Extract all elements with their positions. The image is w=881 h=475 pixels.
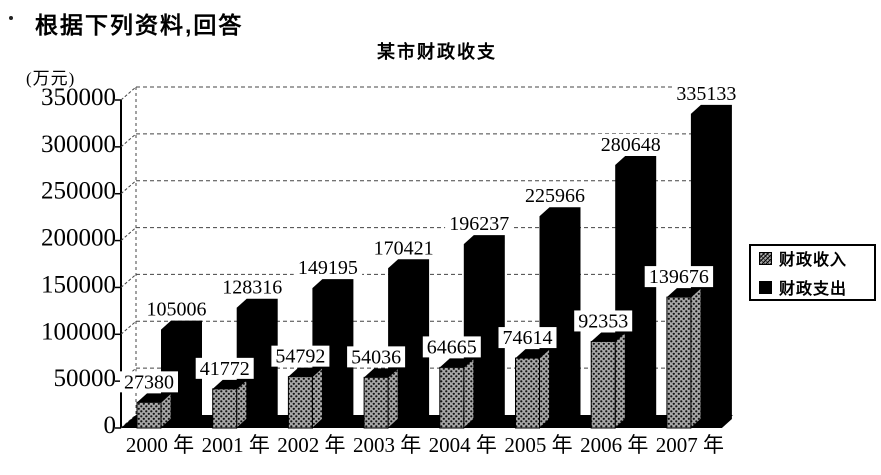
legend-item-revenue: 财政收入 [759, 246, 874, 270]
value-label-revenue-2000: 27380 [120, 371, 178, 393]
expenditure-swatch-icon [759, 280, 772, 294]
value-label-revenue-2005: 74614 [498, 327, 557, 349]
svg-text:92353: 92353 [578, 310, 628, 332]
y-tick-label-350000: 350000 [41, 84, 116, 111]
svg-text:27380: 27380 [124, 371, 174, 393]
bar-revenue-2007 [666, 287, 702, 429]
value-label-revenue-2004: 64665 [422, 336, 481, 358]
bar-revenue-2003 [363, 367, 399, 429]
revenue-swatch-icon [759, 251, 772, 265]
svg-text:128316: 128316 [222, 277, 282, 299]
value-label-expenditure-2001: 128316 [218, 276, 287, 299]
y-tick-label-150000: 150000 [41, 271, 116, 298]
value-label-expenditure-2007: 335133 [672, 82, 741, 105]
legend-item-expenditure: 财政支出 [759, 275, 874, 299]
svg-text:64665: 64665 [427, 336, 477, 358]
y-tick-label-50000: 50000 [54, 365, 117, 392]
y-axis-unit-label: (万元) [26, 69, 76, 88]
x-tick-label-2005: 2005 年 [504, 433, 572, 457]
svg-text:105006: 105006 [147, 299, 207, 321]
left-wall-connector-50000 [120, 367, 137, 382]
value-label-expenditure-2000: 105006 [142, 298, 211, 321]
svg-text:335133: 335133 [676, 83, 736, 105]
svg-text:54036: 54036 [351, 346, 401, 368]
x-tick-label-2002: 2002 年 [277, 433, 345, 457]
y-tick-label-200000: 200000 [41, 225, 116, 252]
bar-revenue-2006 [590, 331, 626, 429]
left-wall-connector-100000 [120, 320, 137, 335]
svg-text:280648: 280648 [601, 134, 661, 156]
x-tick-label-2003: 2003 年 [353, 433, 421, 457]
value-label-expenditure-2006: 280648 [596, 133, 665, 156]
y-tick-label-0: 0 [104, 412, 117, 439]
chart-title: 某市财政收支 [377, 42, 497, 62]
svg-text:54792: 54792 [275, 346, 325, 368]
value-label-revenue-2001: 41772 [195, 357, 254, 380]
x-tick-label-2000: 2000 年 [126, 433, 194, 457]
left-wall-connector-250000 [120, 180, 137, 195]
x-tick-label-2004: 2004 年 [429, 433, 497, 457]
bar-revenue-2001 [212, 378, 248, 429]
x-tick-label-2006: 2006 年 [580, 433, 648, 457]
bar-revenue-2000 [136, 392, 172, 429]
bar-revenue-2002 [287, 366, 323, 429]
svg-text:170421: 170421 [374, 237, 434, 259]
value-label-expenditure-2003: 170421 [369, 237, 438, 259]
y-tick-label-250000: 250000 [41, 178, 116, 205]
value-label-expenditure-2005: 225966 [520, 185, 590, 207]
left-wall-connector-150000 [120, 274, 137, 288]
svg-text:41772: 41772 [200, 358, 250, 380]
svg-text:196237: 196237 [449, 213, 509, 235]
value-label-revenue-2007: 139676 [644, 266, 714, 288]
svg-text:225966: 225966 [525, 185, 585, 207]
value-label-revenue-2003: 54036 [347, 346, 406, 368]
bullet-dot [9, 16, 13, 20]
bar-revenue-2005 [515, 348, 550, 429]
x-tick-label-2007: 2007 年 [656, 433, 724, 457]
page-heading: 根据下列资料,回答 [35, 12, 244, 38]
x-tick-label-2001: 2001 年 [202, 433, 270, 457]
svg-text:139676: 139676 [649, 266, 709, 288]
bar-revenue-2004 [439, 357, 475, 429]
value-label-expenditure-2002: 149195 [293, 257, 363, 279]
y-tick-label-300000: 300000 [41, 131, 116, 158]
left-wall-connector-0 [120, 414, 137, 429]
legend-label-revenue: 财政收入 [779, 252, 848, 269]
left-wall-connector-350000 [120, 86, 137, 101]
value-label-expenditure-2004: 196237 [445, 213, 514, 235]
chart-legend: 财政收入 财政支出 [749, 244, 876, 301]
y-tick-label-100000: 100000 [41, 318, 116, 345]
legend-label-expenditure: 财政支出 [779, 281, 848, 298]
svg-text:149195: 149195 [298, 257, 358, 279]
left-wall-connector-300000 [120, 133, 137, 148]
value-label-revenue-2006: 92353 [574, 310, 633, 332]
left-wall-connector-200000 [120, 227, 137, 241]
value-label-revenue-2002: 54792 [271, 345, 330, 368]
svg-text:74614: 74614 [503, 327, 553, 349]
